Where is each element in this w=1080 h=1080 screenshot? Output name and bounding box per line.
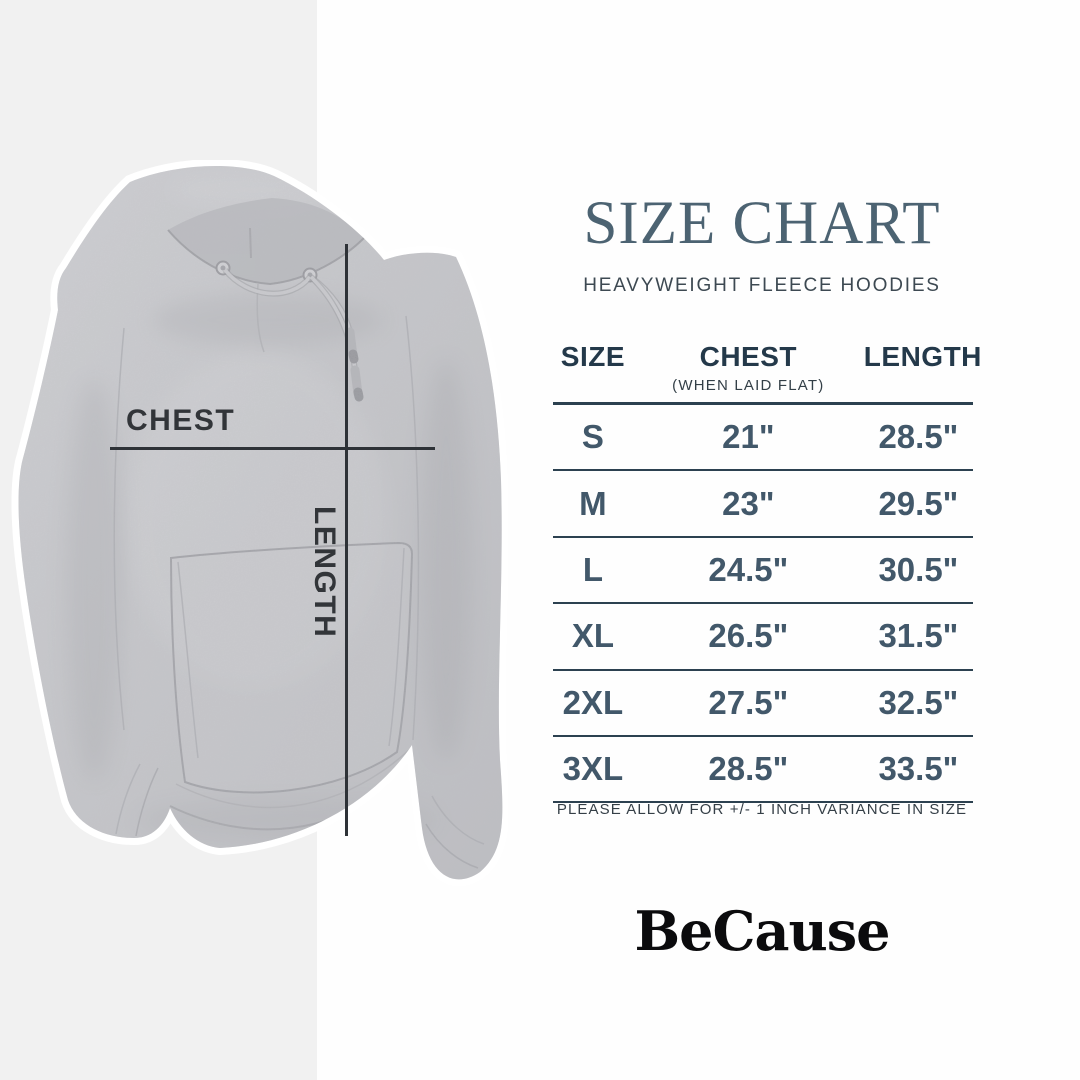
size-cell: M — [579, 484, 607, 522]
page-title: SIZE CHART — [583, 190, 941, 257]
chest-cell: 28.5" — [708, 750, 789, 788]
length-cell: 31.5" — [878, 617, 959, 655]
table-row: 3XL 28.5" 33.5" — [553, 737, 973, 804]
table-row: S 21" 28.5" — [553, 405, 973, 472]
chest-cell: 23" — [722, 484, 775, 522]
size-chart-panel: SIZE CHART HEAVYWEIGHT FLEECE HOODIES SI… — [550, 0, 982, 1080]
hoodie-illustration — [8, 160, 508, 910]
size-cell: XL — [571, 617, 614, 655]
column-header-chest: CHEST (WHEN LAID FLAT) — [633, 341, 864, 394]
chest-cell: 24.5" — [708, 550, 789, 588]
subtitle: HEAVYWEIGHT FLEECE HOODIES — [583, 275, 941, 296]
size-cell: 3XL — [562, 750, 624, 788]
length-cell: 29.5" — [878, 484, 959, 522]
chest-cell: 26.5" — [708, 617, 789, 655]
length-measure-line — [345, 244, 348, 836]
chest-measure-label: CHEST — [126, 404, 236, 437]
hoodie-photo — [8, 160, 508, 910]
table-row: L 24.5" 30.5" — [553, 538, 973, 605]
table-row: M 23" 29.5" — [553, 471, 973, 538]
length-cell: 28.5" — [878, 418, 959, 456]
length-cell: 30.5" — [878, 550, 959, 588]
column-header-chest-label: CHEST — [699, 341, 797, 372]
size-cell: S — [581, 418, 604, 456]
length-cell: 33.5" — [878, 750, 959, 788]
column-header-size: SIZE — [560, 341, 626, 372]
table-header: SIZE CHEST (WHEN LAID FLAT) LENGTH — [553, 341, 982, 394]
size-cell: L — [582, 550, 603, 588]
size-table: S 21" 28.5" M 23" 29.5" L 24.5" 30.5" XL… — [553, 402, 973, 804]
chest-measure-line — [110, 447, 435, 450]
table-row: XL 26.5" 31.5" — [553, 604, 973, 671]
length-measure-label: LENGTH — [308, 506, 341, 639]
size-cell: 2XL — [562, 683, 624, 721]
chest-cell: 21" — [722, 418, 775, 456]
chest-cell: 27.5" — [708, 683, 789, 721]
brand-logo: BeCause — [634, 899, 891, 963]
column-header-chest-subnote: (WHEN LAID FLAT) — [672, 377, 825, 394]
length-cell: 32.5" — [878, 683, 959, 721]
table-row: 2XL 27.5" 32.5" — [553, 671, 973, 737]
column-header-length: LENGTH — [863, 341, 982, 372]
variance-note: PLEASE ALLOW FOR +/- 1 INCH VARIANCE IN … — [556, 801, 968, 818]
